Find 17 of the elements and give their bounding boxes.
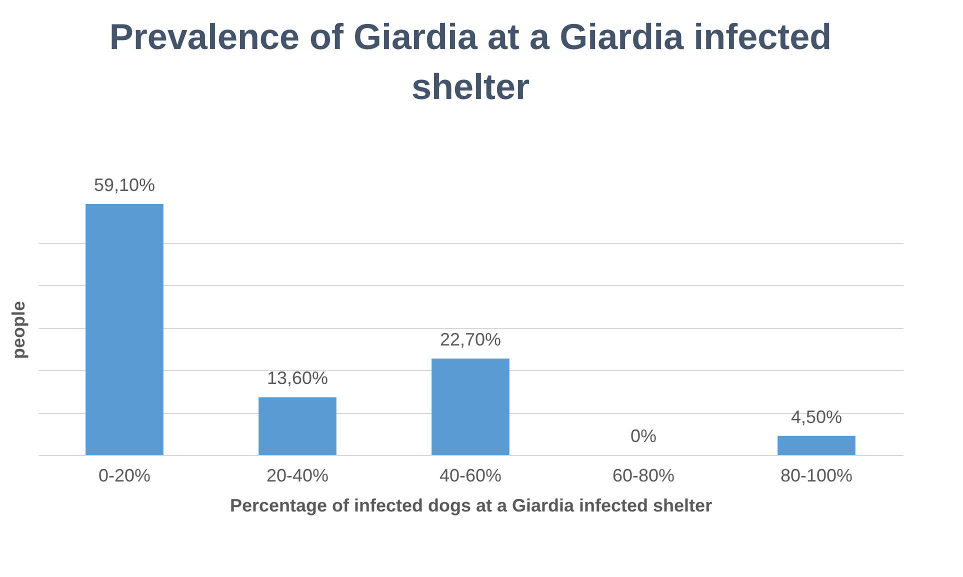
data-label: 4,50% bbox=[790, 406, 842, 427]
y-axis-title: people bbox=[8, 300, 28, 360]
data-label: 0% bbox=[630, 426, 657, 446]
data-label: 59,10% bbox=[94, 175, 156, 195]
x-tick-label: 60-80% bbox=[612, 466, 675, 486]
x-axis-title: Percentage of infected dogs at a Giardia infected shelter bbox=[230, 496, 712, 516]
x-tick-label: 0-20% bbox=[98, 466, 151, 486]
data-label: 13,60% bbox=[266, 368, 328, 388]
x-tick-label: 40-60% bbox=[439, 466, 502, 486]
x-tick-label: 80-100% bbox=[780, 466, 853, 486]
chart-title: Prevalence of Giardia at a Giardia infected shelter bbox=[109, 16, 832, 107]
bar bbox=[432, 358, 510, 455]
data-label: 22,70% bbox=[440, 330, 502, 350]
bar bbox=[778, 436, 856, 455]
bar bbox=[86, 204, 164, 455]
bar bbox=[258, 397, 336, 455]
x-tick-label: 20-40% bbox=[266, 466, 329, 486]
